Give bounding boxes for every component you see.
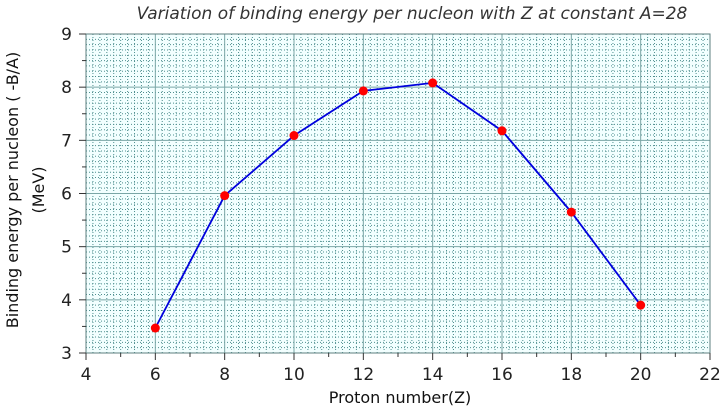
y-tick-label: 5 xyxy=(61,238,72,258)
series-line xyxy=(154,81,642,329)
y-axis: 3 4 5 6 7 8 9 xyxy=(61,25,86,364)
y-tick-label: 8 xyxy=(61,78,72,98)
y-tick-label: 4 xyxy=(61,291,72,311)
x-axis-label: Proton number(Z) xyxy=(329,388,472,407)
x-tick-label: 14 xyxy=(422,365,444,385)
y-tick-label: 6 xyxy=(61,185,72,205)
data-point xyxy=(289,131,299,141)
x-tick-label: 16 xyxy=(491,365,513,385)
x-tick-label: 8 xyxy=(219,365,230,385)
data-point xyxy=(636,300,646,310)
x-tick-label: 10 xyxy=(283,365,305,385)
x-tick-label: 22 xyxy=(699,365,721,385)
y-tick-label: 7 xyxy=(61,131,72,151)
x-axis: 4 6 8 10 12 14 16 18 20 22 xyxy=(81,353,721,385)
data-point xyxy=(358,86,368,96)
plot-area xyxy=(85,33,711,354)
data-point xyxy=(566,207,576,217)
x-tick-label: 4 xyxy=(81,365,92,385)
data-point xyxy=(428,78,438,88)
chart-title: Variation of binding energy per nucleon … xyxy=(137,4,688,24)
data-point xyxy=(497,126,507,136)
data-point xyxy=(220,191,230,201)
x-tick-label: 6 xyxy=(150,365,161,385)
y-tick-label: 9 xyxy=(61,25,72,45)
x-tick-label: 18 xyxy=(561,365,583,385)
y-tick-label: 3 xyxy=(61,344,72,364)
data-point xyxy=(150,323,160,333)
series-binding-energy xyxy=(150,78,646,333)
y-axis-label: Binding energy per nucleon ( -B/A) xyxy=(3,52,22,329)
y-axis-unit-label: (MeV) xyxy=(29,166,48,213)
x-tick-label: 20 xyxy=(630,365,652,385)
x-tick-label: 12 xyxy=(353,365,375,385)
